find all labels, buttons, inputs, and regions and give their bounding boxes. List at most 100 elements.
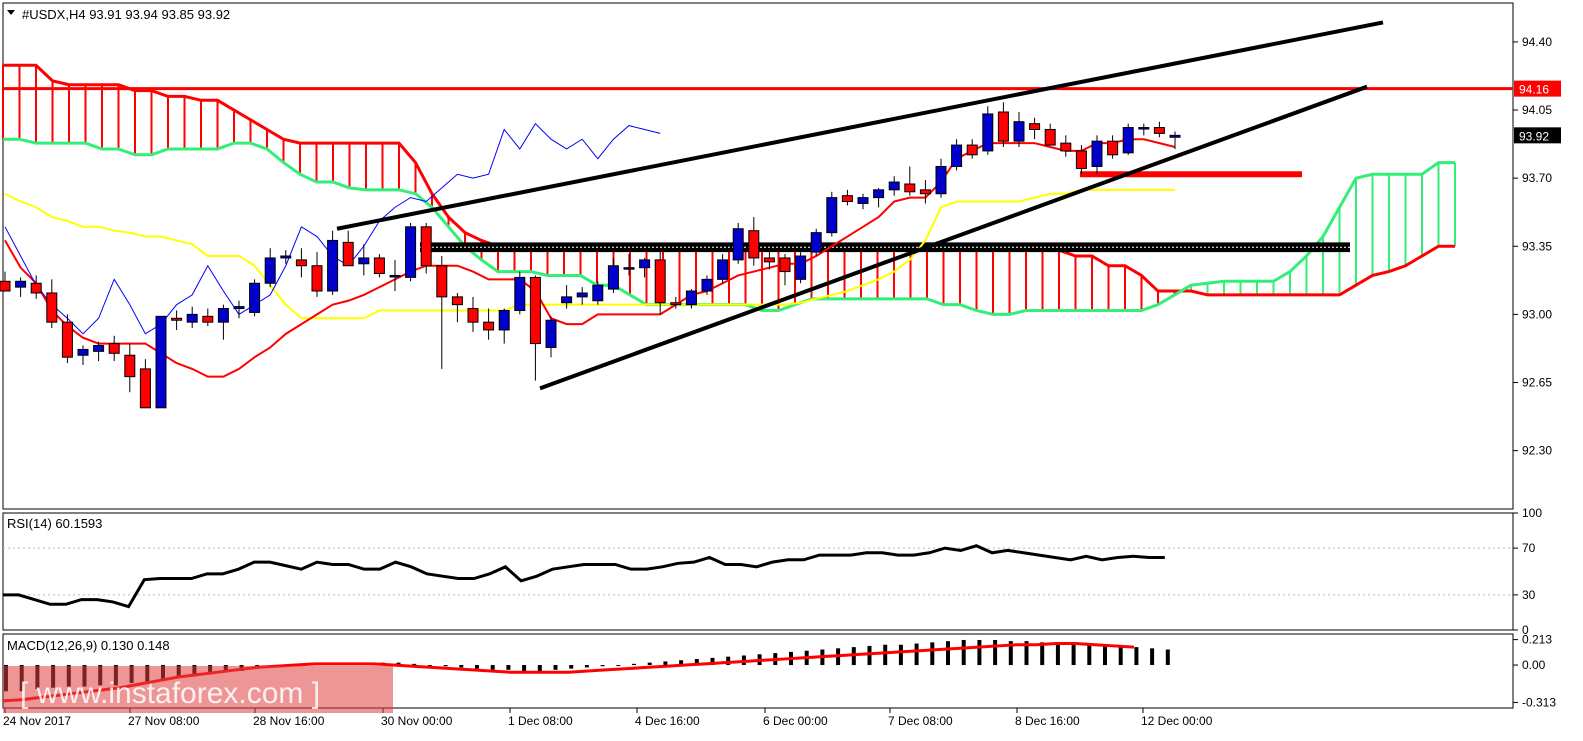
candle-body <box>0 280 11 292</box>
candle-body <box>763 257 775 263</box>
candle-body <box>1013 121 1025 142</box>
macd-histogram-bar <box>616 665 621 667</box>
candle-body <box>514 276 526 311</box>
candle-body <box>685 290 697 306</box>
candle-body <box>1138 127 1150 130</box>
macd-histogram-bar <box>427 665 432 667</box>
candle-body <box>701 278 713 292</box>
candle-body <box>264 257 276 284</box>
price-tick-label: 93.70 <box>1522 171 1552 185</box>
macd-tick-label: -0.313 <box>1522 695 1556 709</box>
macd-histogram-bar <box>1150 648 1155 666</box>
candle-body <box>93 345 105 352</box>
candle-body <box>1029 123 1041 130</box>
candle-body <box>982 113 994 152</box>
candle-body <box>1169 134 1181 138</box>
macd-histogram-bar <box>443 665 448 667</box>
time-tick-label: 6 Dec 00:00 <box>763 714 828 728</box>
watermark-text: [ www.instaforex.com ] <box>20 677 320 710</box>
candle-body <box>529 276 541 345</box>
chart-menu-arrow-icon[interactable] <box>7 10 15 15</box>
time-tick-label: 4 Dec 16:00 <box>635 714 700 728</box>
price-badge-label: 93.92 <box>1519 129 1549 143</box>
candle-body <box>841 195 853 203</box>
candle-body <box>1060 142 1072 152</box>
time-tick-label: 1 Dec 08:00 <box>508 714 573 728</box>
macd-histogram-bar <box>883 644 888 666</box>
candle-body <box>919 189 931 195</box>
macd-histogram-bar <box>553 665 558 670</box>
candle-body <box>654 259 666 304</box>
macd-histogram-bar <box>569 665 574 669</box>
candle-body <box>327 239 339 292</box>
candle-body <box>545 319 557 348</box>
candle-body <box>389 274 401 278</box>
macd-histogram-bar <box>647 662 652 666</box>
candle-body <box>373 257 385 275</box>
macd-histogram-bar <box>1165 649 1170 666</box>
candle-body <box>61 321 73 358</box>
time-tick-label: 27 Nov 08:00 <box>128 714 200 728</box>
macd-histogram-bar <box>1087 644 1092 666</box>
macd-tick-label: 0.00 <box>1522 658 1546 672</box>
candle-body <box>202 315 214 323</box>
candle-body <box>186 313 198 323</box>
candle-body <box>997 111 1009 142</box>
time-tick-label: 28 Nov 16:00 <box>253 714 325 728</box>
macd-histogram-bar <box>961 639 966 666</box>
candle-body <box>717 259 729 280</box>
macd-histogram-bar <box>930 642 935 666</box>
tenkan-sen-line <box>4 138 1176 378</box>
macd-histogram-bar <box>1040 642 1045 666</box>
time-tick-label: 24 Nov 2017 <box>3 714 71 728</box>
macd-histogram-bar <box>475 665 479 669</box>
candle-body <box>935 165 947 195</box>
candle-body <box>857 197 869 204</box>
candle-body <box>420 226 432 267</box>
macd-histogram-bar <box>1071 644 1076 666</box>
price-axes: 94.40 94.05 93.70 93.35 93.00 92.65 92.30 100 70… <box>1513 35 1556 709</box>
candle-body <box>1153 127 1165 134</box>
candle-body <box>77 348 89 356</box>
candle-body <box>607 265 619 290</box>
time-tick-label: 7 Dec 08:00 <box>888 714 953 728</box>
macd-histogram-bar <box>993 639 998 666</box>
candle-body <box>576 292 588 298</box>
price-tick-label: 94.05 <box>1522 103 1552 117</box>
time-tick-label: 12 Dec 00:00 <box>1141 714 1213 728</box>
candle-body <box>1091 140 1103 167</box>
candle-body <box>795 255 807 280</box>
macd-histogram-bar <box>663 661 668 666</box>
candle-body <box>295 259 307 267</box>
macd-histogram-bar <box>459 665 464 668</box>
candle-body <box>30 282 42 294</box>
rsi-line <box>3 544 1165 609</box>
price-tick-label: 94.40 <box>1522 35 1552 49</box>
time-axis: 24 Nov 2017 27 Nov 08:00 28 Nov 16:00 30 No… <box>3 708 1213 728</box>
macd-histogram-bar <box>914 643 919 666</box>
candle-body <box>124 354 136 378</box>
macd-histogram-bar <box>600 665 605 667</box>
macd-histogram-bar <box>946 641 950 666</box>
price-badge <box>1514 127 1561 144</box>
candle-body <box>888 181 900 191</box>
candle-body <box>436 265 448 298</box>
support-level-red <box>1080 171 1302 178</box>
candle-body <box>748 230 760 259</box>
candle-body <box>467 308 479 323</box>
macd-histogram-bar <box>679 660 684 666</box>
price-badge-label: 94.16 <box>1519 83 1549 97</box>
main-price-panel: 94.16 93.92 <box>0 20 1561 409</box>
watermark-box <box>3 666 393 713</box>
macd-histogram-bar <box>977 639 982 666</box>
candle-body <box>311 265 323 292</box>
candle-body <box>732 228 744 261</box>
candle-body <box>951 144 963 167</box>
rsi-tick-label: 70 <box>1522 541 1536 555</box>
candle-body <box>15 280 27 288</box>
price-badge <box>1514 80 1561 97</box>
trendline-upper <box>336 20 1384 231</box>
candle-body <box>280 255 292 259</box>
rsi-tick-label: 0 <box>1522 623 1529 637</box>
